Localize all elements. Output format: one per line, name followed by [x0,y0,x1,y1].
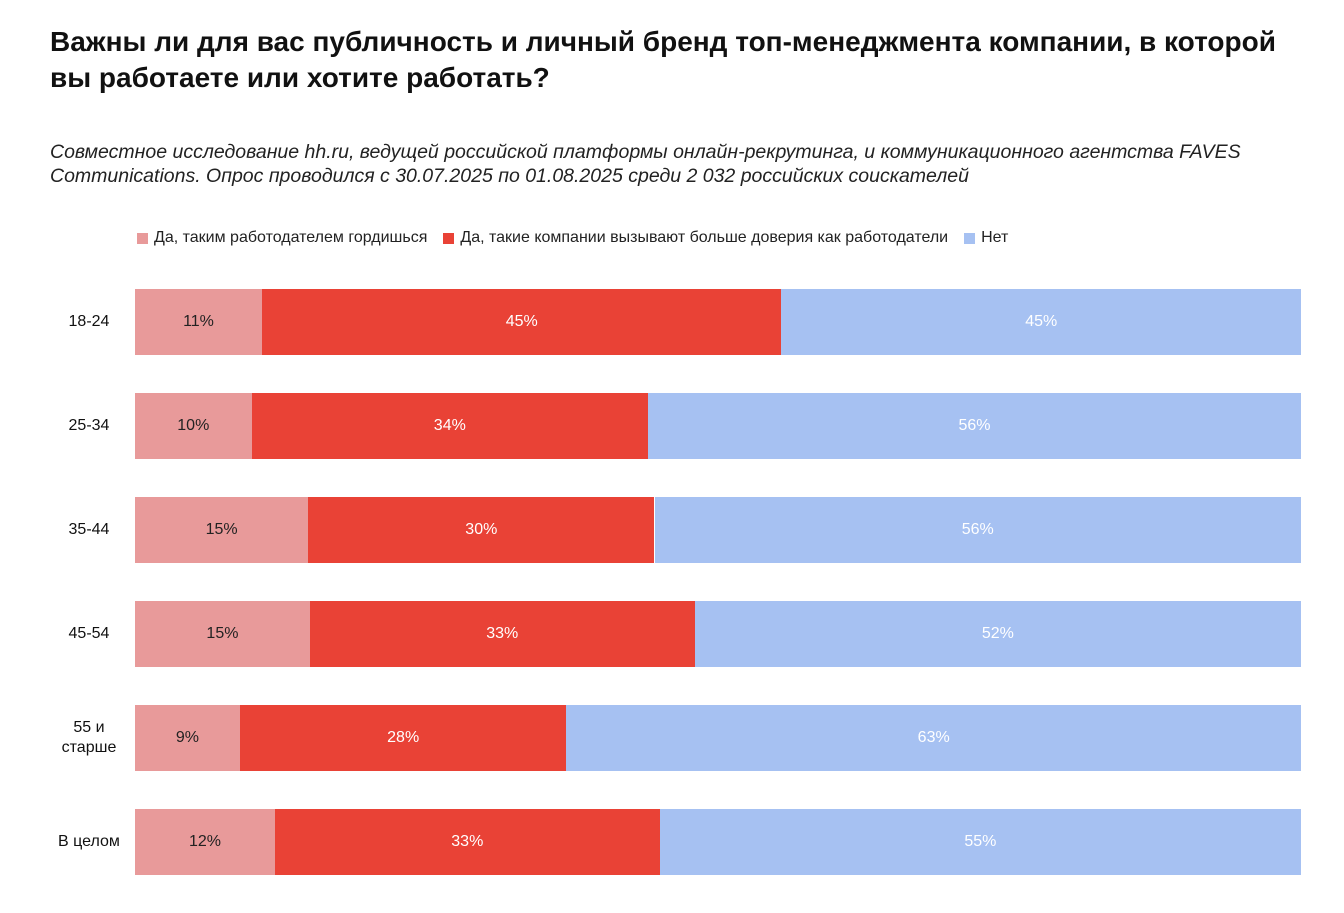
bar-segment: 11% [135,289,262,355]
bar-segment: 30% [308,497,655,563]
bar-segment: 15% [135,497,309,563]
data-label: 45% [1025,313,1058,330]
bar-segment: 45% [261,289,782,355]
legend-item: Да, таким работодателем гордишься [137,229,427,247]
bar-segment: 45% [781,289,1301,355]
data-label: 15% [206,625,239,642]
legend-item: Да, такие компании вызывают больше довер… [443,229,948,247]
bar-segment: 56% [648,393,1301,459]
data-label: 34% [433,417,466,434]
y-tick-label: 35-44 [68,521,110,538]
bar-segment: 9% [135,705,240,771]
bar-segment: 10% [135,393,252,459]
data-label: 15% [205,521,238,538]
bar-segment: 12% [135,809,275,875]
data-label: 55% [964,833,997,850]
data-label: 9% [175,729,200,746]
bar-segment: 63% [566,705,1301,771]
data-label: 33% [486,625,519,642]
y-tick-label: 45-54 [68,625,110,642]
legend-swatch [137,232,148,244]
data-label: 63% [917,729,950,746]
data-label: 12% [188,833,221,850]
data-label: 33% [451,833,484,850]
data-label: 11% [183,313,214,330]
y-tick-label: 55 и старше [61,719,117,756]
bar-segment: 33% [309,601,695,667]
bar-segment: 15% [135,601,310,667]
legend-swatch [443,232,455,244]
data-label: 52% [981,625,1014,642]
y-tick-label: 25-34 [68,417,110,434]
legend-label: Нет [981,229,1009,246]
legend-label: Да, такие компании вызывают больше довер… [460,229,949,246]
bar-segment: 28% [239,705,567,771]
chart-title: Важны ли для вас публичность и личный бр… [50,26,1276,93]
data-label: 56% [958,417,991,434]
bar-segment: 33% [274,809,660,875]
chart-subtitle: Совместное исследование hh.ru, ведущей р… [50,141,1241,187]
bar-segment: 52% [694,601,1301,667]
data-label: 30% [465,521,498,538]
legend: Да, таким работодателем гордишься Да, так… [137,229,1008,247]
data-label: 28% [387,729,420,746]
data-label: 10% [177,417,210,434]
legend-label: Да, таким работодателем гордишься [154,229,428,246]
bar-segment: 55% [659,809,1301,875]
y-tick-label: 18-24 [68,313,110,330]
legend-item: Нет [964,229,1008,247]
data-label: 56% [961,521,994,538]
data-label: 45% [505,313,538,330]
bar-segment: 56% [654,497,1301,563]
bar-segment: 34% [251,393,649,459]
y-tick-label: В целом [58,833,120,850]
legend-swatch [964,232,976,244]
